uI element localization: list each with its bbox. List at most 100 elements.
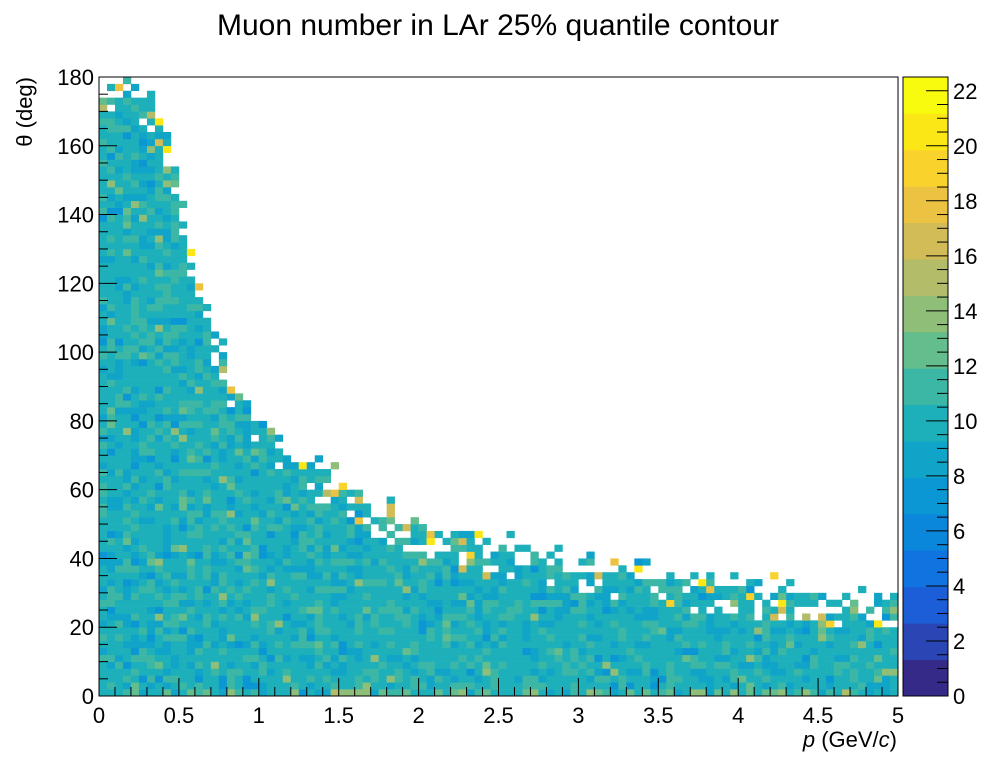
heatmap-cell	[754, 634, 763, 642]
heatmap-cell	[610, 627, 619, 635]
heatmap-cell	[410, 530, 419, 539]
heatmap-cell	[210, 510, 220, 518]
heatmap-cell	[442, 606, 451, 614]
heatmap-cell	[890, 661, 899, 669]
heatmap-cell	[506, 634, 515, 642]
heatmap-cell	[106, 138, 116, 147]
heatmap-cell	[266, 462, 276, 470]
heatmap-cell	[466, 654, 475, 662]
heatmap-cell	[162, 276, 172, 284]
heatmap-cell	[442, 634, 451, 642]
heatmap-cell	[162, 414, 172, 422]
heatmap-cell	[594, 572, 603, 580]
heatmap-cell	[106, 448, 116, 456]
heatmap-cell	[322, 579, 332, 587]
heatmap-cell	[546, 654, 555, 662]
heatmap-cell	[474, 634, 483, 642]
heatmap-cell	[186, 262, 196, 270]
heatmap-cell	[282, 634, 292, 642]
heatmap-cell	[322, 544, 332, 552]
heatmap-cell	[634, 592, 643, 601]
heatmap-cell	[610, 689, 619, 697]
heatmap-cell	[226, 434, 236, 442]
heatmap-cell	[186, 517, 196, 525]
heatmap-cell	[130, 180, 140, 188]
heatmap-cell	[466, 544, 475, 552]
heatmap-cell	[330, 654, 339, 662]
heatmap-cell	[466, 634, 475, 642]
heatmap-cell	[242, 407, 252, 415]
heatmap-cell	[346, 627, 355, 635]
heatmap-cell	[154, 448, 164, 456]
heatmap-cell	[818, 627, 827, 635]
heatmap-cell	[890, 675, 899, 683]
heatmap-cell	[330, 510, 339, 518]
heatmap-cell	[274, 510, 284, 518]
heatmap-cell	[210, 585, 220, 594]
heatmap-cell	[154, 592, 164, 601]
heatmap-cell	[258, 524, 268, 532]
heatmap-cell	[162, 193, 172, 202]
heatmap-cell	[362, 524, 371, 532]
heatmap-cell	[122, 77, 132, 85]
heatmap-cell	[130, 352, 140, 360]
heatmap-cell	[130, 193, 140, 202]
heatmap-cell	[146, 613, 156, 621]
heatmap-cell	[442, 572, 451, 580]
heatmap-cell	[242, 599, 252, 607]
heatmap-cell	[250, 606, 260, 614]
heatmap-cell	[170, 496, 180, 504]
heatmap-cell	[266, 537, 276, 545]
heatmap-cell	[258, 647, 268, 656]
heatmap-cell	[354, 496, 363, 504]
heatmap-cell	[226, 654, 236, 662]
heatmap-cell	[506, 585, 515, 594]
heatmap-cell	[466, 606, 475, 614]
heatmap-cell	[154, 420, 164, 429]
heatmap-cell	[258, 634, 268, 642]
heatmap-cell	[186, 324, 196, 332]
heatmap-cell	[418, 592, 427, 601]
heatmap-cell	[570, 682, 579, 690]
heatmap-cell	[282, 682, 292, 690]
heatmap-cell	[202, 551, 212, 559]
heatmap-cell	[354, 682, 363, 690]
heatmap-cell	[370, 592, 379, 601]
heatmap-cell	[258, 558, 268, 566]
heatmap-cell	[242, 579, 252, 587]
heatmap-cell	[162, 475, 172, 484]
heatmap-cell	[394, 675, 403, 683]
heatmap-cell	[786, 634, 795, 642]
heatmap-cell	[818, 620, 827, 628]
heatmap-cell	[298, 682, 308, 690]
heatmap-cell	[274, 606, 284, 614]
heatmap-cell	[234, 544, 244, 552]
heatmap-cell	[210, 393, 220, 401]
heatmap-cell	[298, 524, 308, 532]
heatmap-cell	[850, 640, 859, 649]
colorbar-segment	[903, 659, 948, 697]
heatmap-cell	[114, 448, 124, 456]
heatmap-cell	[106, 689, 116, 697]
heatmap-cell	[234, 510, 244, 518]
heatmap-cell	[570, 620, 579, 628]
heatmap-cell	[122, 482, 132, 490]
heatmap-cell	[178, 434, 188, 442]
heatmap-cell	[386, 579, 395, 587]
heatmap-cell	[130, 166, 140, 174]
heatmap-cell	[218, 434, 228, 442]
heatmap-cell	[578, 654, 587, 662]
heatmap-cell	[250, 558, 260, 566]
heatmap-cell	[770, 689, 779, 697]
heatmap-cell	[202, 441, 212, 449]
heatmap-cell	[290, 489, 300, 497]
heatmap-cell	[682, 627, 691, 635]
heatmap-cell	[122, 640, 132, 649]
heatmap-cell	[586, 634, 595, 642]
heatmap-cell	[314, 606, 324, 614]
heatmap-cell	[586, 599, 595, 607]
heatmap-cell	[322, 613, 332, 621]
heatmap-cell	[658, 613, 667, 621]
heatmap-cell	[730, 647, 739, 656]
heatmap-cell	[266, 544, 276, 552]
